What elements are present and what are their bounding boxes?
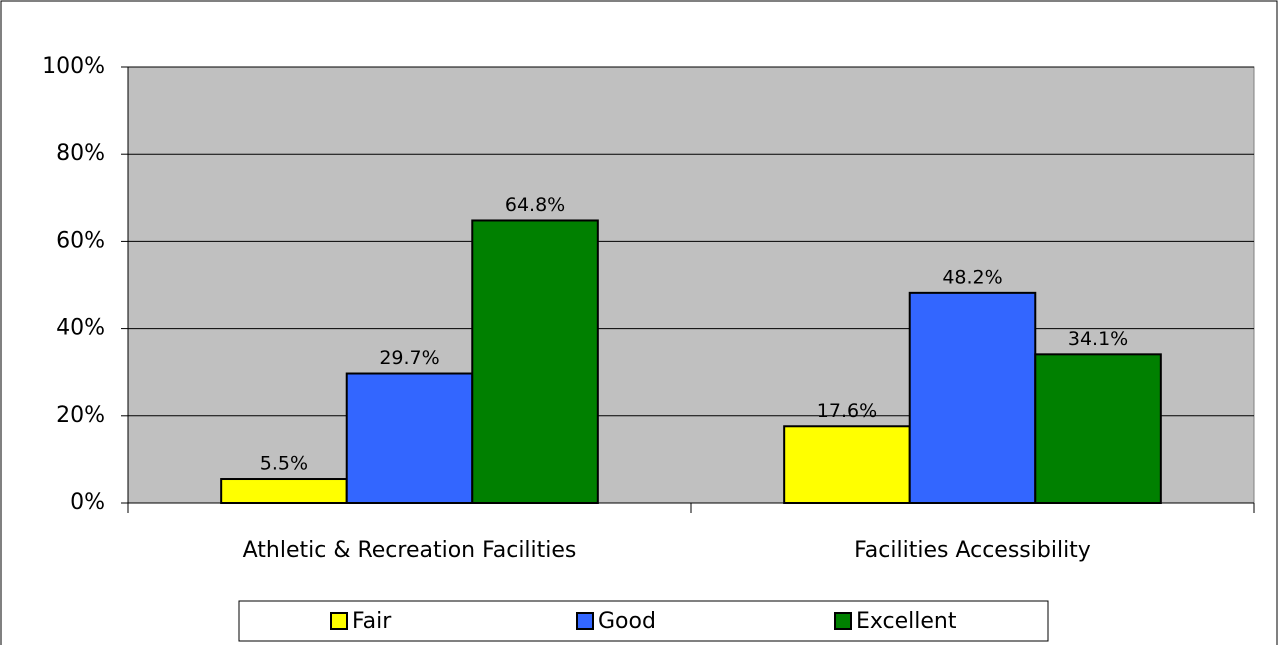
bar — [908, 291, 1037, 504]
bar — [783, 425, 911, 505]
bar — [345, 372, 474, 504]
legend-label: Fair — [352, 609, 392, 634]
y-tick-label: 60% — [56, 228, 105, 253]
data-label: 48.2% — [942, 266, 1002, 288]
data-label: 34.1% — [1068, 328, 1128, 350]
x-tick-label: Facilities Accessibility — [854, 538, 1091, 563]
legend-box — [238, 600, 1049, 642]
bar — [220, 478, 348, 504]
bar — [471, 219, 599, 505]
data-label: 17.6% — [817, 400, 877, 422]
legend-label: Good — [598, 609, 656, 634]
data-label: 29.7% — [379, 347, 439, 369]
legend-swatch — [576, 612, 594, 630]
legend-swatch — [330, 612, 348, 630]
y-tick-label: 40% — [56, 316, 105, 341]
y-tick-label: 100% — [42, 54, 105, 79]
data-label: 64.8% — [505, 194, 565, 216]
x-tick-label: Athletic & Recreation Facilities — [243, 538, 577, 563]
y-tick-label: 20% — [56, 403, 105, 428]
legend-label: Excellent — [856, 609, 957, 634]
data-label: 5.5% — [260, 453, 308, 475]
bar — [1034, 353, 1162, 504]
y-tick-label: 80% — [56, 141, 105, 166]
y-tick-label: 0% — [70, 490, 105, 515]
legend-swatch — [834, 612, 852, 630]
